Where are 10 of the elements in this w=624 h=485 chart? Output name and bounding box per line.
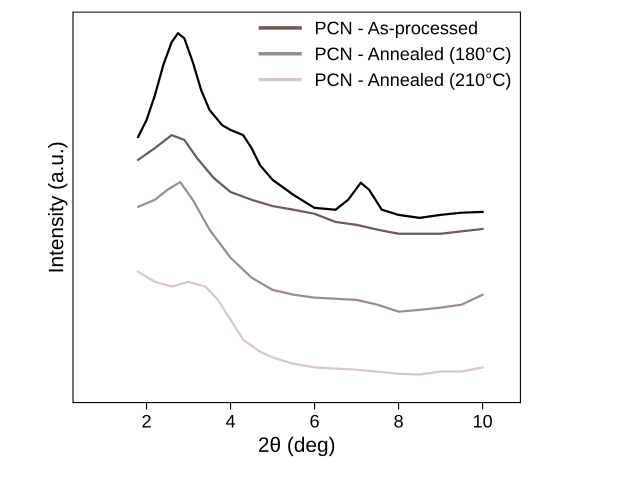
x-tick-label: 4: [226, 415, 236, 428]
legend-label: PCN - Annealed (180°C): [316, 47, 510, 64]
x-axis-title: 2θ (deg): [258, 436, 334, 456]
x-tick-label: 6: [310, 414, 319, 428]
legend-label: PCN - Annealed (210°C): [316, 72, 510, 90]
x-tick-label: 10: [474, 414, 492, 428]
x-tick-label: 8: [394, 414, 403, 428]
y-axis-title: Intensity (a.u.): [48, 142, 68, 272]
x-tick-label: 2: [142, 414, 151, 428]
legend-label: PCN - As-processed: [316, 21, 477, 38]
